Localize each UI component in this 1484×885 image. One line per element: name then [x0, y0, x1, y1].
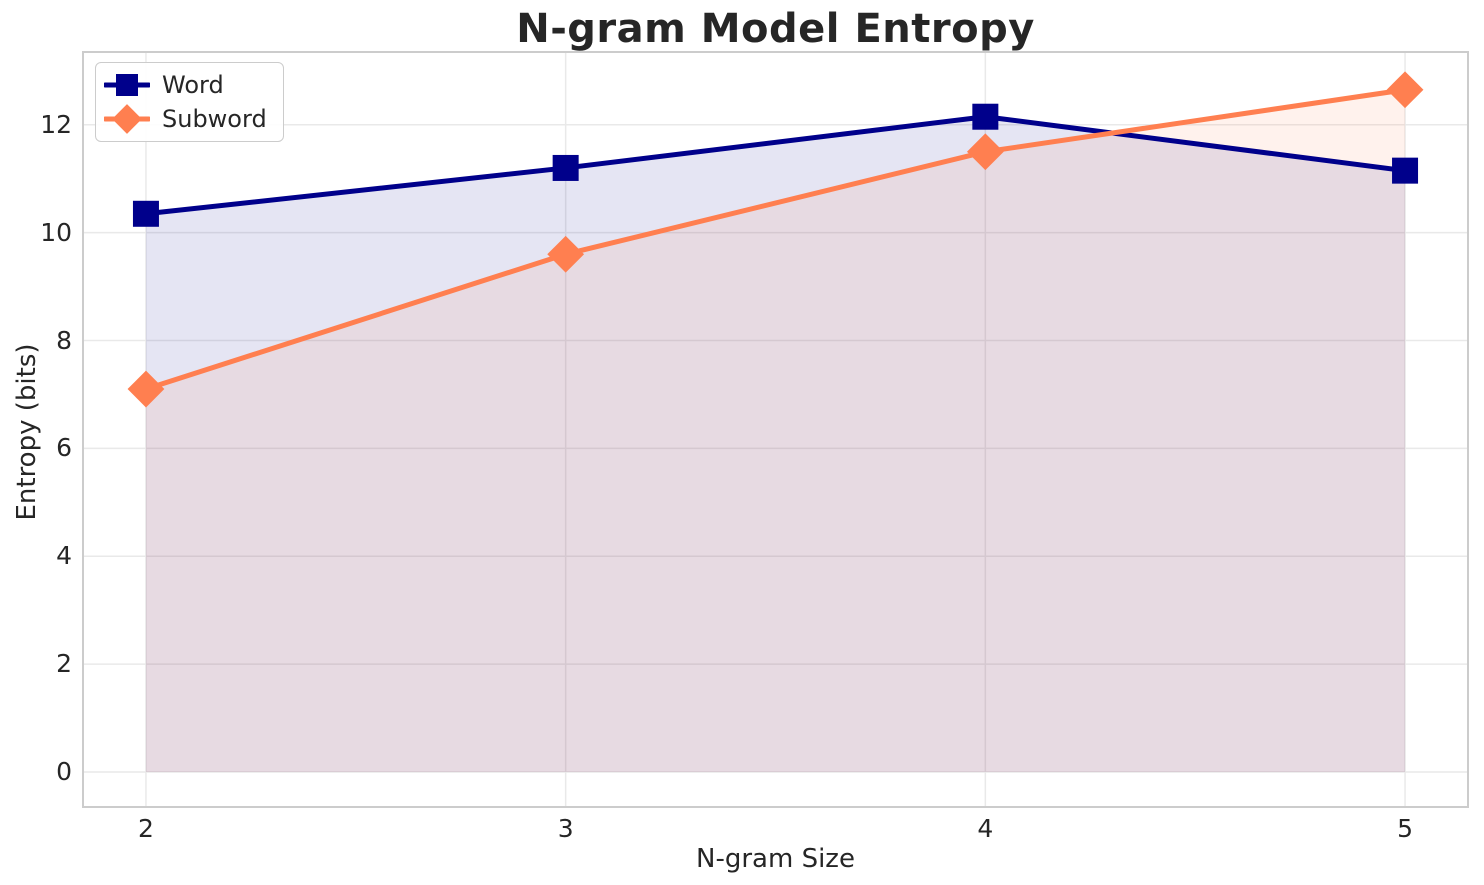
subword-series-line: [145, 87, 1406, 392]
word-marker-icon: [972, 103, 999, 130]
x-axis-label: N-gram Size: [696, 844, 855, 874]
chart-title: N-gram Model Entropy: [516, 6, 1035, 52]
x-tick-label: 2: [138, 814, 154, 843]
legend-item-word: Word: [104, 69, 267, 101]
x-tick-label: 4: [977, 814, 994, 843]
legend-item-subword: Subword: [104, 103, 267, 135]
subword-marker-icon: [547, 235, 585, 273]
y-tick-label: 2: [56, 649, 72, 679]
word-series-fill: [145, 116, 1406, 772]
y-tick-label: 8: [56, 325, 72, 355]
x-tick-label: 5: [1397, 814, 1413, 843]
word-marker-icon: [1392, 157, 1419, 184]
x-tick-label: 3: [557, 814, 574, 843]
legend-label: Subword: [162, 105, 267, 133]
word-legend-marker-icon: [104, 74, 150, 96]
y-tick-label: 0: [56, 756, 72, 786]
y-tick-label: 4: [56, 541, 72, 571]
subword-marker-icon: [127, 370, 165, 408]
word-series-line: [145, 114, 1406, 217]
legend: Word Subword: [95, 62, 284, 142]
legend-label: Word: [162, 71, 224, 99]
word-marker-icon: [132, 200, 159, 227]
y-tick-label: 10: [40, 217, 72, 247]
y-tick-label: 6: [56, 433, 72, 463]
y-tick-label: 12: [40, 109, 72, 139]
subword-legend-marker-icon: [104, 104, 150, 134]
word-marker-icon: [552, 154, 579, 181]
plot-border: [82, 51, 1469, 808]
subword-series-fill: [145, 89, 1406, 772]
subword-marker-icon: [1386, 71, 1424, 109]
subword-marker-icon: [966, 133, 1004, 171]
